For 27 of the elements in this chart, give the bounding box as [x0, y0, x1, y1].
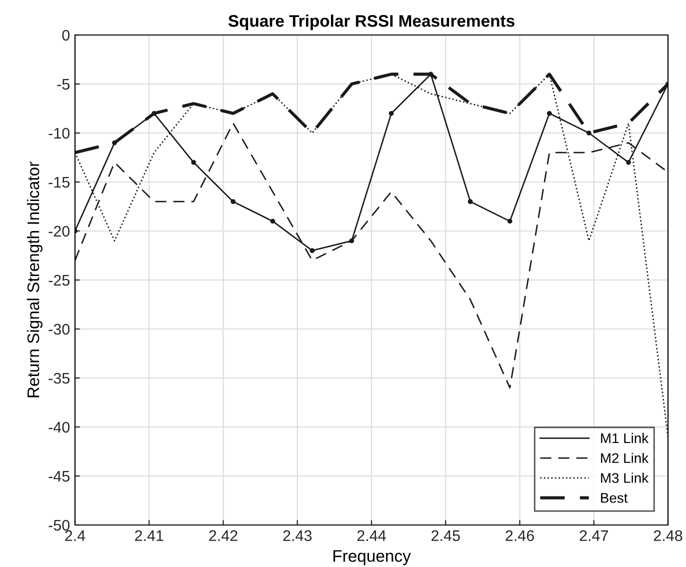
y-tick-label: -40	[48, 422, 70, 433]
legend-label: M2 Link	[601, 452, 649, 463]
y-tick-label: -15	[48, 177, 70, 188]
y-tick-label: -10	[48, 128, 70, 139]
y-axis-title: Return Signal Strength Indicator	[26, 162, 43, 398]
x-tick-label: 2.42	[209, 530, 238, 541]
x-axis-title: Frequency	[334, 550, 411, 566]
legend-label: M3 Link	[601, 472, 649, 483]
x-tick-label: 2.47	[580, 530, 608, 541]
x-tick-label: 2.46	[506, 530, 534, 542]
x-tick-label: 2.43	[283, 530, 312, 542]
y-tick-label: -50	[48, 520, 70, 531]
chart-title: Square Tripolar RSSI Measurements	[228, 14, 514, 30]
y-tick-label: -30	[48, 324, 70, 335]
y-tick-label: -35	[48, 372, 70, 384]
x-tick-label: 2.41	[135, 530, 164, 541]
y-tick-label: 0	[62, 30, 70, 41]
x-tick-label: 2.4	[65, 530, 86, 541]
legend-label: Best	[601, 493, 628, 503]
y-tick-label: -45	[48, 471, 70, 482]
x-tick-label: 2.44	[357, 530, 386, 541]
legend-label: M1 Link	[601, 432, 649, 443]
y-tick-label: -20	[48, 226, 70, 237]
x-tick-label: 2.45	[432, 530, 460, 542]
x-tick-label: 2.48	[654, 530, 682, 542]
y-tick-label: -25	[48, 274, 70, 286]
y-tick-label: -5	[57, 79, 70, 90]
